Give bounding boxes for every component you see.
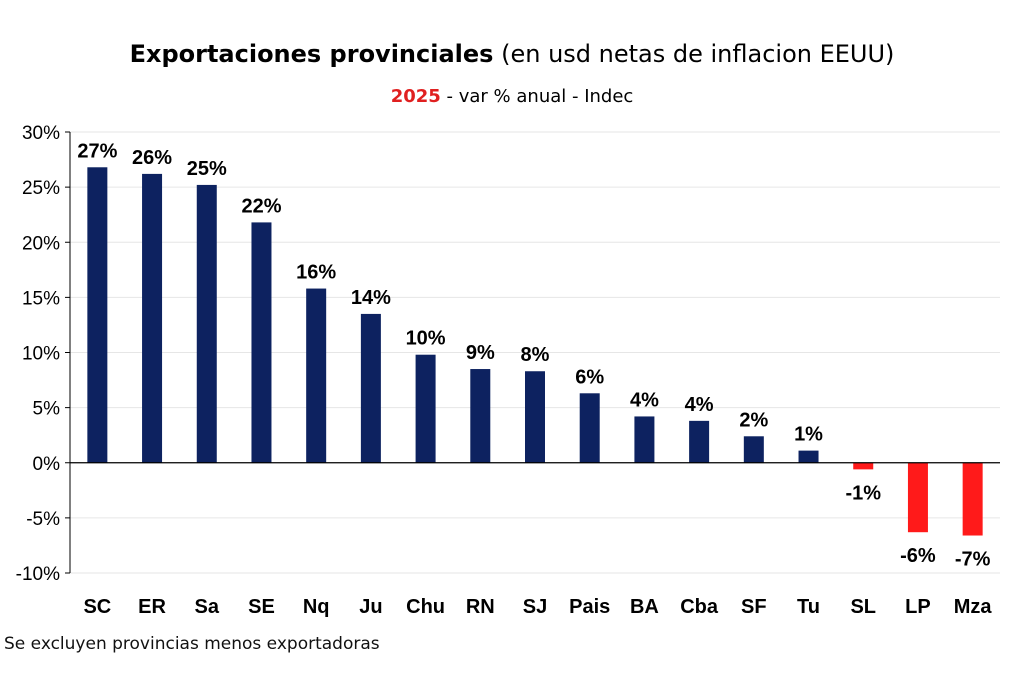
- x-tick-label: SJ: [523, 596, 547, 618]
- y-tick-label: 0%: [33, 454, 61, 475]
- x-tick-label: SF: [741, 596, 767, 618]
- bar: [579, 393, 600, 463]
- y-tick-label: 25%: [22, 178, 60, 199]
- x-tick-label: Ju: [359, 596, 382, 618]
- x-tick-label: RN: [466, 596, 495, 618]
- x-tick-label: ER: [138, 596, 166, 618]
- data-label: 6%: [575, 366, 604, 388]
- x-tick-label: Nq: [303, 596, 330, 618]
- data-label: 27%: [77, 140, 117, 162]
- bar: [798, 450, 819, 463]
- data-label: 25%: [187, 158, 227, 180]
- subtitle-rest: - var % anual - Indec: [446, 86, 634, 107]
- chart-title: Exportaciones provinciales (en usd netas…: [0, 40, 1024, 68]
- x-tick-label: Cba: [680, 596, 719, 618]
- bar: [907, 462, 928, 533]
- data-label: 22%: [241, 195, 281, 217]
- data-label: 2%: [739, 409, 768, 431]
- x-tick-label: SL: [850, 596, 876, 618]
- data-label: -7%: [955, 549, 991, 571]
- x-tick-label: SC: [83, 596, 111, 618]
- y-tick-label: 5%: [33, 399, 61, 420]
- bar: [87, 167, 108, 463]
- bar: [853, 462, 874, 470]
- bar: [470, 369, 491, 463]
- data-label: 14%: [351, 287, 391, 309]
- data-label: 16%: [296, 262, 336, 284]
- footnote: Se excluyen provincias menos exportadora…: [4, 634, 380, 654]
- data-label: 4%: [685, 394, 714, 416]
- bar: [525, 371, 545, 463]
- chart-title-main: Exportaciones provinciales: [129, 40, 494, 68]
- subtitle-year: 2025: [390, 86, 441, 107]
- y-tick-label: -5%: [26, 509, 60, 530]
- bar: [689, 420, 710, 463]
- data-label: 9%: [466, 342, 495, 364]
- data-label: 8%: [521, 344, 550, 366]
- data-label: 26%: [132, 147, 172, 169]
- x-tick-label: Tu: [797, 596, 820, 618]
- data-label: -1%: [845, 482, 881, 504]
- x-tick-label: SE: [248, 596, 275, 618]
- x-tick-label: LP: [905, 596, 931, 618]
- y-tick-label: 15%: [22, 288, 60, 309]
- bar: [251, 222, 272, 463]
- y-tick-label: 30%: [22, 123, 60, 144]
- bar: [360, 313, 381, 463]
- x-tick-label: Pais: [569, 596, 610, 618]
- bar: [743, 436, 764, 463]
- bar: [634, 416, 655, 463]
- x-tick-label: Chu: [406, 596, 445, 618]
- bar: [962, 462, 983, 536]
- x-tick-label: Sa: [195, 596, 220, 618]
- y-tick-label: 10%: [22, 344, 60, 365]
- data-label: 10%: [406, 328, 446, 350]
- chart-subtitle: 2025 - var % anual - Indec: [0, 86, 1024, 107]
- bar: [196, 184, 217, 463]
- data-label: -6%: [900, 545, 936, 567]
- bar: [306, 288, 327, 463]
- y-tick-label: 20%: [22, 233, 60, 254]
- chart-title-rest: (en usd netas de inflacion EEUU): [501, 40, 895, 68]
- x-tick-label: Mza: [954, 596, 993, 618]
- y-tick-label: -10%: [16, 564, 60, 585]
- data-label: 1%: [794, 424, 823, 446]
- bar: [415, 354, 436, 463]
- x-tick-label: BA: [630, 596, 659, 618]
- bar: [142, 173, 163, 463]
- data-label: 4%: [630, 389, 659, 411]
